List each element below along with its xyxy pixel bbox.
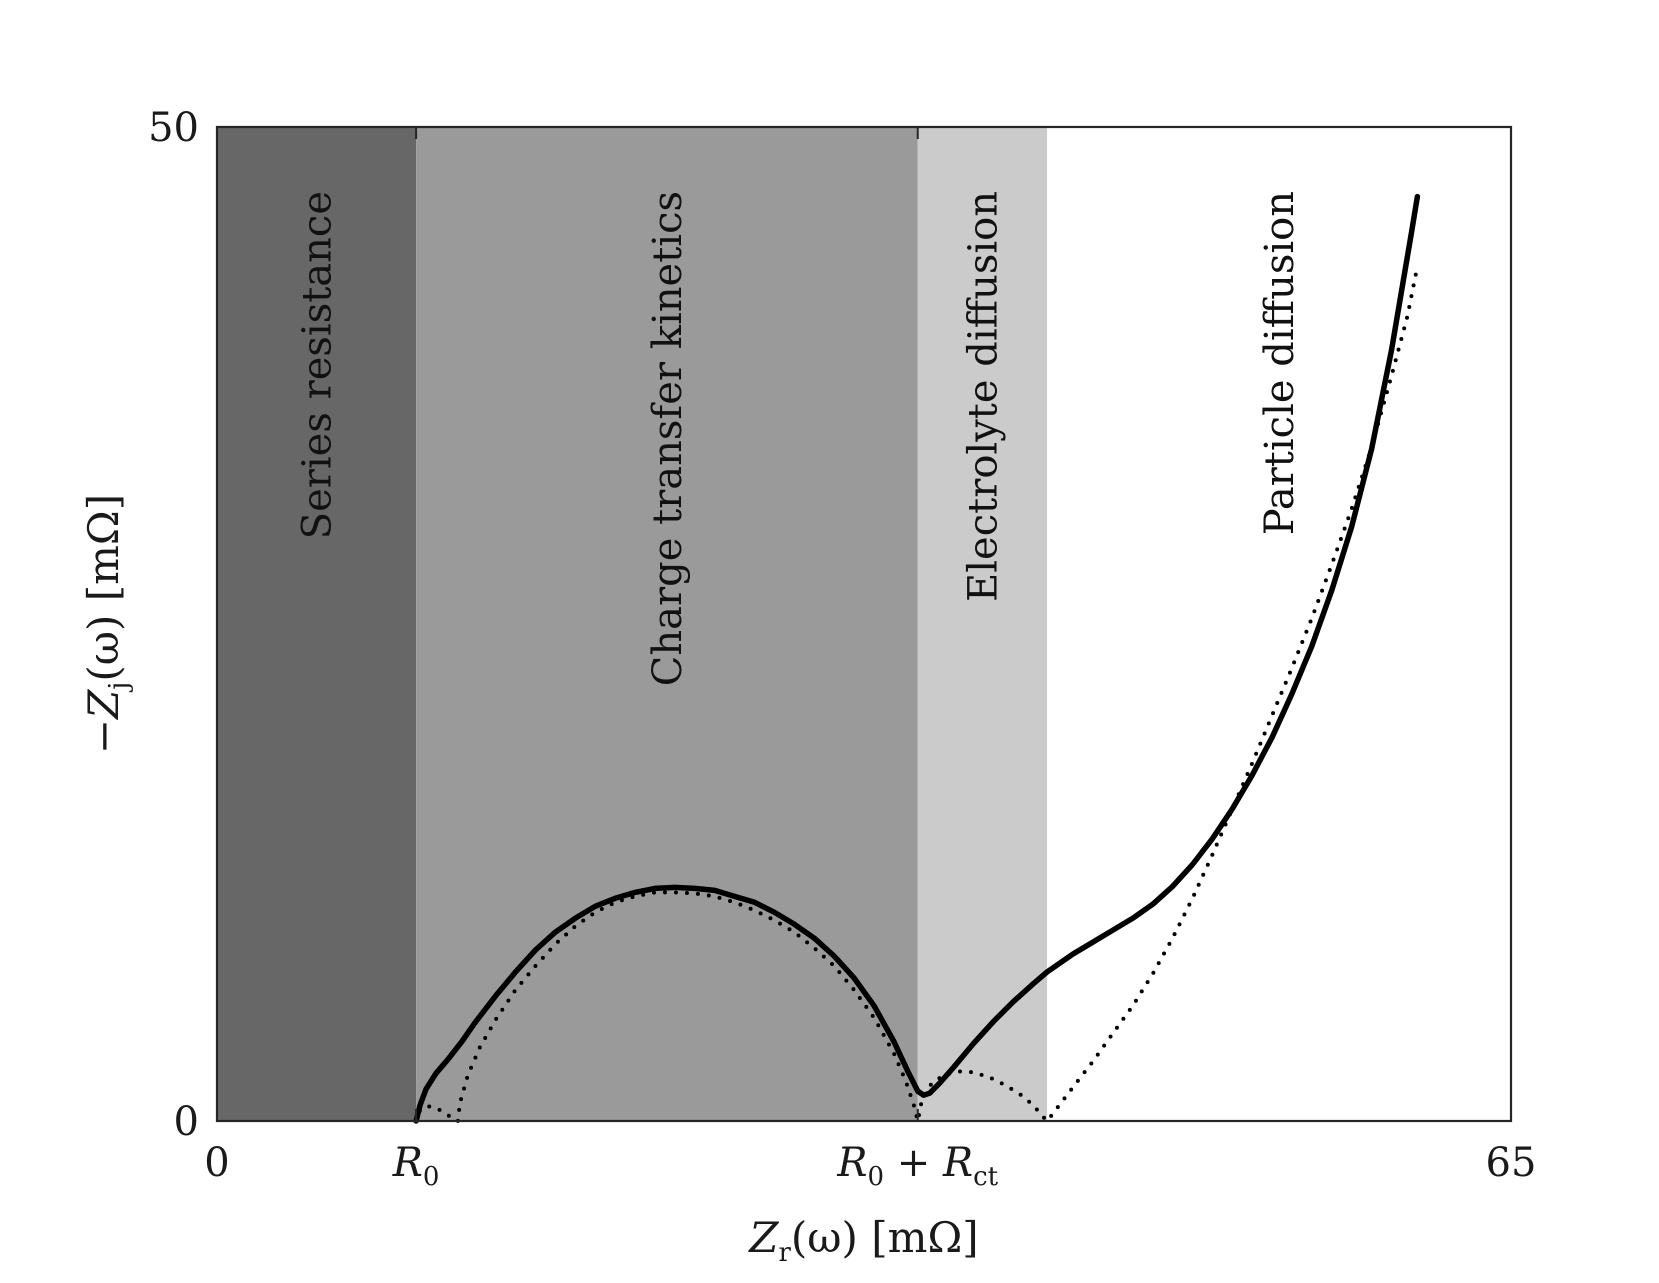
plot-frame <box>215 125 1513 1123</box>
region-label-electrolyte-diffusion: Electrolyte diffusion <box>961 191 1007 602</box>
region-electrolyte-diffusion <box>917 127 1048 1121</box>
region-label-particle-diffusion: Particle diffusion <box>1257 191 1303 535</box>
dotted-curve <box>414 264 1420 1123</box>
tick-labels-layer: 0 R0 R0 + Rct 65 0 50 <box>148 105 1536 1192</box>
x-tick-label: R0 + Rct <box>836 1140 998 1192</box>
x-axis-label: Zr(ω) [mΩ] <box>747 1213 978 1268</box>
regions-layer <box>217 127 1511 1121</box>
region-particle-diffusion <box>1047 127 1511 1121</box>
y-tick-label: 50 <box>148 105 199 151</box>
x-tick-label: 0 <box>204 1140 229 1186</box>
region-label-charge-transfer-kinetics: Charge transfer kinetics <box>645 191 691 686</box>
region-labels-layer: Series resistance Charge transfer kinetic… <box>295 191 1304 686</box>
curves-layer <box>413 193 1421 1124</box>
y-tick-label: 0 <box>174 1099 199 1145</box>
ticks-layer <box>216 126 1512 1122</box>
solid-curve <box>413 193 1421 1124</box>
region-label-series-resistance: Series resistance <box>295 191 341 539</box>
y-axis-label: −Zj(ω) [mΩ] <box>79 494 134 754</box>
x-tick-label: R0 <box>392 1140 440 1192</box>
region-series-resistance <box>217 127 417 1121</box>
x-tick-label: 65 <box>1486 1140 1537 1186</box>
